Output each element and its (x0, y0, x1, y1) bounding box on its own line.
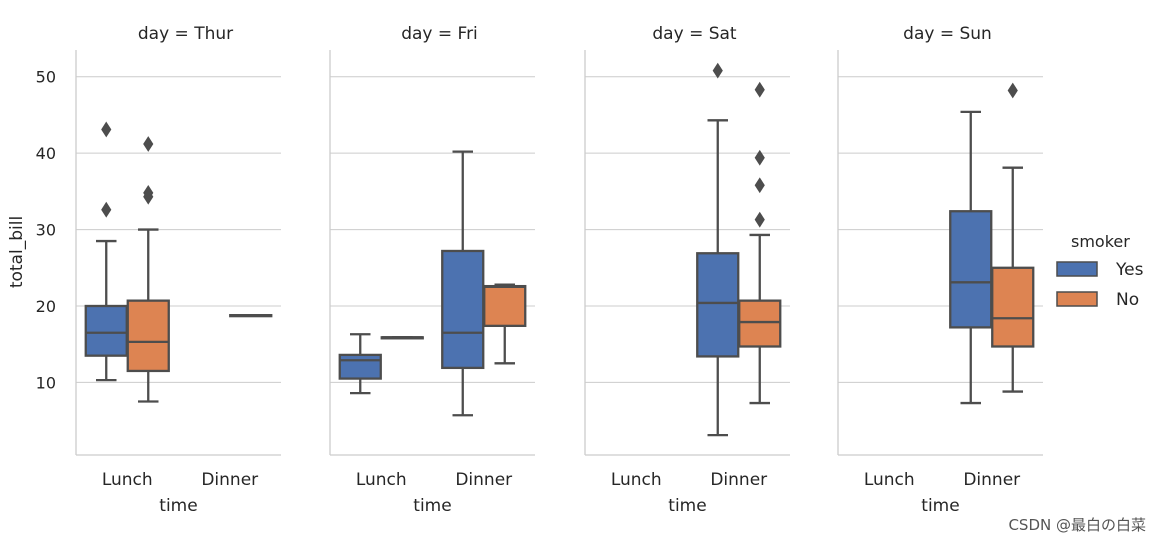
x-axis-label: time (413, 496, 451, 516)
legend: smoker Yes No (1056, 232, 1144, 310)
panel-title: day = Thur (138, 24, 233, 44)
box-body (84, 304, 128, 357)
outlier-point (143, 184, 154, 201)
watermark: CSDN @最白の白菜 (1008, 516, 1146, 534)
x-tick-label: Dinner (201, 470, 258, 490)
box-lunch-no (126, 136, 170, 403)
box-dinner-no (483, 283, 527, 365)
outlier-point (754, 149, 765, 166)
y-tick-label: 20 (36, 297, 56, 316)
x-tick-label: Lunch (611, 470, 662, 490)
box-dinner-yes (949, 110, 993, 405)
panel-title: day = Fri (401, 24, 478, 44)
box-body (738, 299, 782, 348)
outlier-point (143, 136, 154, 152)
x-tick-label: Dinner (710, 470, 767, 490)
y-tick-label: 40 (36, 144, 56, 163)
box-dinner-no (738, 81, 782, 405)
box-dinner-yes (696, 62, 740, 437)
x-tick-label: Lunch (864, 470, 915, 490)
y-axis-label: total_bill (7, 216, 27, 288)
legend-swatch-yes (1056, 261, 1098, 277)
x-axis-label: time (159, 496, 197, 516)
y-tick-label: 50 (36, 68, 56, 87)
box-lunch-yes (84, 121, 128, 382)
box-body (949, 210, 993, 329)
y-tick-label: 10 (36, 373, 56, 392)
box-body (483, 284, 527, 328)
box-lunch-no (380, 336, 424, 340)
outlier-point (1007, 82, 1018, 99)
legend-label-yes: Yes (1115, 260, 1144, 280)
y-tick-label: 30 (36, 221, 56, 240)
panel-title: day = Sun (903, 24, 992, 44)
outlier-point (101, 201, 112, 218)
box-body (696, 252, 740, 358)
x-tick-label: Lunch (102, 470, 153, 490)
outlier-point (754, 211, 765, 228)
x-tick-label: Lunch (356, 470, 407, 490)
x-axis-label: time (668, 496, 706, 516)
legend-swatch-no (1056, 291, 1098, 307)
legend-title: smoker (1071, 232, 1130, 251)
outlier-point (754, 81, 765, 98)
box-body (991, 266, 1035, 348)
legend-label-no: No (1116, 290, 1139, 310)
x-tick-label: Dinner (455, 470, 512, 490)
box-body (338, 353, 382, 380)
box-dinner-no (229, 314, 273, 318)
x-axis-label: time (921, 496, 959, 516)
box-body (441, 249, 485, 370)
box-body (126, 299, 170, 373)
box-dinner-yes (441, 150, 485, 417)
outlier-point (712, 62, 723, 79)
x-tick-label: Dinner (963, 470, 1020, 490)
box-lunch-yes (338, 333, 382, 395)
outlier-point (754, 177, 765, 194)
outlier-point (101, 121, 112, 138)
panel-title: day = Sat (652, 24, 737, 44)
box-dinner-no (991, 82, 1035, 393)
